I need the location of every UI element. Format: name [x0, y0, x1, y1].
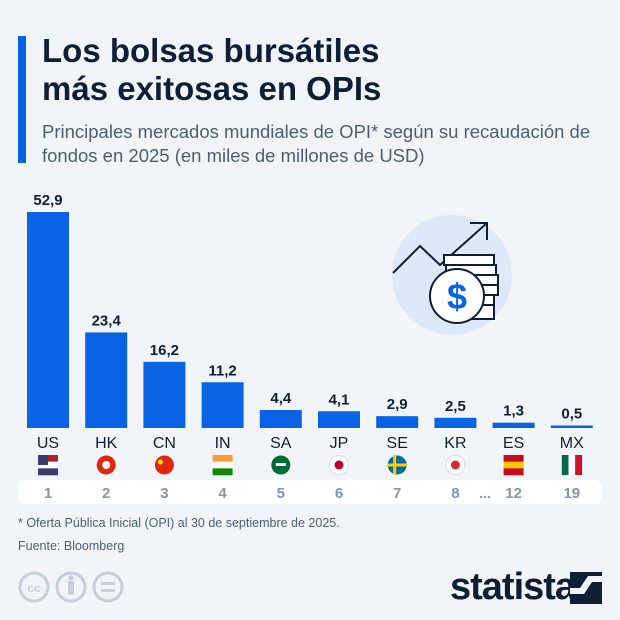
flag-part	[568, 455, 576, 475]
bar-chart: 52,9 US 1 23,4 HK 2 16,2 CN 3 11,2 IN 4 4,4 SA 5 4,1 JP 6…	[27, 192, 593, 502]
statista-logo-icon	[570, 572, 602, 604]
rank-6: 6	[335, 485, 343, 502]
flag-part	[275, 463, 286, 466]
category-label-se: SE	[387, 435, 408, 452]
bar-se	[376, 416, 419, 428]
flag-part	[561, 455, 569, 475]
rank-3: 3	[160, 485, 168, 502]
footnote: * Oferta Pública Inicial (OPI) al 30 de …	[18, 516, 340, 530]
flag-part	[575, 455, 583, 475]
flag-part	[102, 461, 111, 469]
title-line-1: Los bolsas bursátiles	[42, 32, 380, 69]
category-label-in: IN	[215, 435, 231, 452]
rank-strip	[18, 480, 602, 504]
bar-sa	[259, 410, 302, 428]
flag-part	[157, 459, 163, 465]
title-line-2: más exitosas en OPIs	[42, 70, 382, 107]
flag-part	[38, 468, 58, 476]
flag-part	[387, 463, 408, 467]
bar-in	[201, 382, 244, 428]
rank-gap-marker: ...	[479, 485, 491, 501]
nd-icon	[92, 571, 124, 603]
data-label-us: 52,9	[33, 192, 62, 209]
category-label-hk: HK	[95, 435, 118, 452]
rank-5: 5	[277, 485, 285, 502]
rank-8: 8	[451, 485, 459, 502]
title-accent-bar	[18, 36, 26, 163]
bar-hk	[85, 332, 128, 428]
category-label-jp: JP	[330, 435, 349, 452]
bar-jp	[318, 411, 360, 428]
data-label-hk: 23,4	[92, 312, 122, 329]
flag-cn-icon	[154, 455, 174, 475]
bar-us	[27, 212, 69, 428]
flag-part	[334, 460, 344, 470]
svg-text:cc: cc	[27, 581, 41, 595]
bar-cn	[143, 361, 186, 428]
license-icons: cc	[18, 571, 124, 603]
ipo-money-illustration-icon: $	[392, 215, 512, 335]
cc-icon	[18, 571, 50, 603]
by-icon	[55, 571, 87, 603]
flag-part	[450, 460, 460, 470]
flag-part	[212, 455, 233, 462]
rank-1: 1	[44, 485, 52, 502]
bar-kr	[434, 417, 477, 428]
category-label-mx: MX	[560, 435, 584, 452]
category-label-kr: KR	[444, 435, 466, 452]
flag-part	[503, 468, 524, 476]
data-label-mx: 0,5	[561, 406, 582, 423]
category-label-cn: CN	[153, 435, 176, 452]
flag-part	[38, 455, 48, 465]
data-label-cn: 16,2	[150, 342, 179, 359]
flag-part	[503, 461, 524, 469]
category-label-es: ES	[503, 435, 524, 452]
statista-logo: statista	[450, 566, 576, 608]
data-label-es: 1,3	[503, 403, 524, 420]
flag-part	[393, 455, 397, 475]
data-label-se: 2,9	[387, 396, 408, 413]
data-label-sa: 4,4	[270, 390, 292, 407]
flag-part	[212, 468, 233, 476]
rank-7: 7	[393, 485, 401, 502]
category-label-us: US	[37, 435, 59, 452]
rank-4: 4	[218, 485, 227, 502]
bar-es	[492, 422, 535, 428]
data-label-in: 11,2	[208, 362, 236, 379]
svg-text:$: $	[447, 276, 467, 317]
bar-mx	[550, 425, 593, 428]
source: Fuente: Bloomberg	[18, 539, 125, 553]
flag-part	[212, 461, 233, 469]
data-label-jp: 4,1	[329, 391, 350, 408]
category-label-sa: SA	[270, 435, 292, 452]
flag-part	[38, 461, 58, 469]
rank-2: 2	[102, 485, 110, 502]
flag-part	[503, 455, 524, 462]
rank-12: 12	[505, 485, 522, 502]
rank-19: 19	[563, 485, 580, 502]
data-label-kr: 2,5	[445, 398, 466, 415]
page-subtitle: Principales mercados mundiales de OPI* s…	[42, 121, 591, 166]
page-title: Los bolsas bursátiles más exitosas en OPI…	[42, 32, 562, 108]
